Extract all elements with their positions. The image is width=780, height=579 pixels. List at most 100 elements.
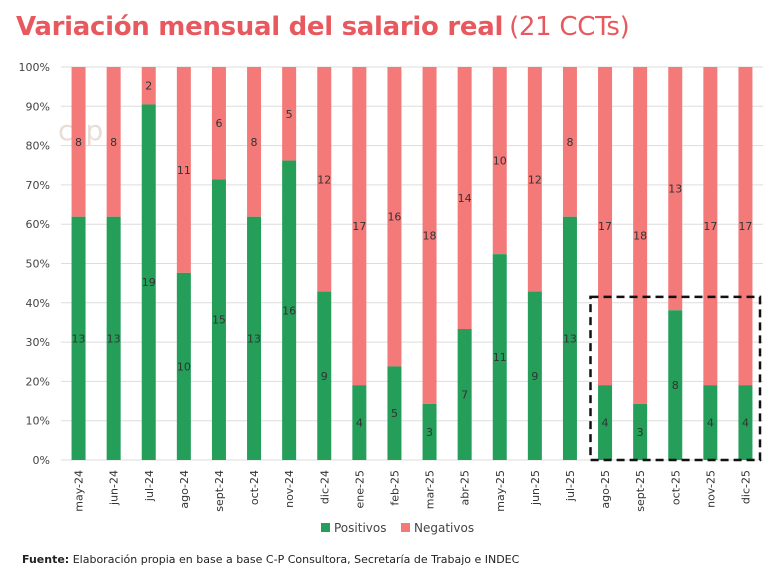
bar-positivos: [387, 366, 402, 460]
data-label-negativos: 8: [566, 136, 573, 149]
y-tick-label: 0%: [33, 454, 50, 467]
bar-negativos: [176, 67, 191, 273]
data-label-negativos: 5: [286, 108, 293, 121]
data-label-negativos: 8: [75, 136, 82, 149]
chart-title: Variación mensual del salario real (21 CC…: [16, 12, 630, 42]
x-tick-label: mar-25: [424, 470, 437, 509]
data-label-positivos: 13: [107, 332, 121, 345]
highlight-box: [589, 295, 762, 462]
chart-title-sub: (21 CCTs): [509, 12, 630, 42]
data-label-positivos: 16: [282, 304, 296, 317]
data-label-negativos: 18: [423, 229, 437, 242]
data-label-negativos: 10: [493, 155, 507, 168]
data-label-positivos: 4: [742, 417, 749, 430]
data-label-negativos: 8: [251, 136, 258, 149]
legend-label-positivos: Positivos: [334, 521, 386, 535]
source-label: Fuente:: [22, 553, 70, 566]
bar-positivos: [211, 179, 226, 461]
data-label-positivos: 5: [391, 407, 398, 420]
data-label-positivos: 3: [637, 426, 644, 439]
bar-negativos: [106, 67, 121, 217]
bar-negativos: [668, 67, 683, 311]
x-tick-label: oct-25: [669, 470, 682, 505]
bar-positivos: [141, 104, 156, 460]
legend-swatch-positivos: [321, 523, 330, 532]
y-tick-label: 30%: [26, 336, 50, 349]
x-tick-label: may-25: [494, 470, 507, 512]
x-tick-label: dic-24: [318, 470, 331, 504]
y-tick-label: 40%: [26, 297, 50, 310]
data-label-positivos: 7: [461, 389, 468, 402]
data-label-positivos: 9: [531, 370, 538, 383]
data-label-positivos: 13: [72, 332, 86, 345]
bar-negativos: [422, 67, 437, 404]
data-label-positivos: 13: [563, 332, 577, 345]
bar-positivos: [738, 385, 753, 460]
bar-positivos: [668, 310, 683, 460]
data-label-positivos: 4: [602, 417, 609, 430]
x-tick-label: jun-24: [108, 470, 121, 506]
bar-negativos: [317, 67, 332, 292]
bar-positivos: [527, 291, 542, 460]
bar-negativos: [738, 67, 753, 386]
bar-positivos: [492, 254, 507, 460]
x-tick-label: nov-24: [283, 470, 296, 508]
x-tick-label: sept-25: [634, 470, 647, 512]
x-tick-label: ene-25: [353, 470, 366, 508]
data-label-negativos: 17: [352, 220, 366, 233]
bar-negativos: [527, 67, 542, 292]
x-tick-label: jun-25: [529, 470, 542, 506]
data-label-negativos: 16: [387, 211, 401, 224]
x-tick-label: jul-25: [564, 470, 577, 502]
source-text: Elaboración propia en base a base C-P Co…: [69, 553, 520, 566]
bar-positivos: [176, 272, 191, 460]
legend-swatch-negativos: [401, 523, 410, 532]
bar-negativos: [703, 67, 718, 386]
x-tick-label: jul-24: [143, 470, 156, 502]
x-tick-label: abr-25: [459, 470, 472, 506]
data-label-negativos: 14: [458, 192, 472, 205]
x-tick-label: may-24: [73, 470, 86, 512]
bar-positivos: [598, 385, 613, 460]
bar-positivos: [633, 403, 648, 460]
bar-negativos: [352, 67, 367, 386]
data-label-negativos: 6: [215, 117, 222, 130]
data-label-negativos: 13: [668, 183, 682, 196]
chart-title-main: Variación mensual del salario real: [16, 12, 504, 42]
bar-positivos: [317, 291, 332, 460]
x-tick-label: ago-25: [599, 470, 612, 509]
data-label-negativos: 12: [317, 173, 331, 186]
data-label-negativos: 18: [633, 229, 647, 242]
stacked-bar-chart: 0% 10% 20% 30% 40% 50% 60% 70% 80% 90% 100% 13 8 may-…: [19, 61, 763, 535]
bar-negativos: [282, 67, 297, 161]
data-label-negativos: 11: [177, 164, 191, 177]
data-label-negativos: 17: [598, 220, 612, 233]
x-tick-label: dic-25: [739, 470, 752, 504]
y-tick-label: 100%: [19, 61, 50, 74]
y-tick-label: 20%: [26, 375, 50, 388]
y-tick-label: 10%: [26, 415, 50, 428]
x-tick-label: ago-24: [178, 470, 191, 509]
bar-positivos: [247, 216, 262, 460]
bar-negativos: [492, 67, 507, 255]
x-tick-label: sept-24: [213, 470, 226, 512]
y-tick-label: 60%: [26, 218, 50, 231]
data-label-positivos: 9: [321, 370, 328, 383]
bar-negativos: [211, 67, 226, 180]
bar-positivos: [71, 216, 86, 460]
bar-negativos: [247, 67, 262, 217]
data-label-positivos: 8: [672, 379, 679, 392]
y-tick-label: 50%: [26, 258, 50, 271]
data-label-positivos: 15: [212, 314, 226, 327]
bar-negativos: [387, 67, 402, 367]
bar-positivos: [422, 403, 437, 460]
bar-negativos: [598, 67, 613, 386]
bar-positivos: [457, 329, 472, 460]
bar-positivos: [703, 385, 718, 460]
bar-positivos: [282, 160, 297, 461]
bar-negativos: [562, 67, 577, 217]
data-label-positivos: 11: [493, 351, 507, 364]
data-label-positivos: 4: [707, 417, 714, 430]
legend-label-negativos: Negativos: [414, 521, 474, 535]
source-footer: Fuente: Elaboración propia en base a bas…: [22, 553, 519, 566]
